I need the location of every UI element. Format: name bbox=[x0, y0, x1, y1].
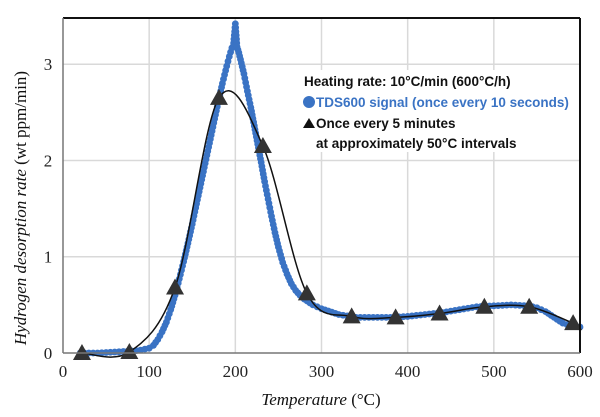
five-minute-sample-triangle bbox=[564, 314, 583, 331]
five-minute-sample-triangle bbox=[253, 137, 272, 154]
y-tick-label: 0 bbox=[44, 344, 53, 363]
x-axis-label: Temperature (°C) bbox=[261, 390, 380, 409]
x-tick-label: 600 bbox=[567, 362, 593, 381]
legend-background bbox=[300, 70, 572, 152]
axes bbox=[62, 17, 581, 354]
five-minute-sample-triangle bbox=[386, 308, 405, 325]
legend-triangle-marker bbox=[303, 118, 315, 128]
x-tick-label: 200 bbox=[223, 362, 249, 381]
legend-series1-label: TDS600 signal (once every 10 seconds) bbox=[316, 95, 569, 110]
five-minute-sample-triangle bbox=[342, 307, 361, 324]
legend-circle-marker bbox=[303, 96, 315, 108]
x-tick-label: 300 bbox=[309, 362, 335, 381]
five-minute-sample-triangle bbox=[520, 297, 539, 314]
five-minute-sample-triangle bbox=[209, 88, 228, 105]
legend-heading: Heating rate: 10°C/min (600°C/h) bbox=[304, 74, 511, 89]
five-minute-sample-triangle bbox=[430, 304, 449, 321]
x-tick-label: 400 bbox=[395, 362, 421, 381]
tick-labels: 0 100 200 300 400 500 600 0 1 2 3 bbox=[44, 55, 593, 381]
legend-series2-label-line2: at approximately 50°C intervals bbox=[316, 136, 516, 151]
legend: Heating rate: 10°C/min (600°C/h) TDS600 … bbox=[300, 70, 572, 152]
series-five-minute-samples bbox=[72, 88, 583, 360]
y-tick-label: 2 bbox=[44, 151, 53, 170]
x-tick-label: 100 bbox=[136, 362, 162, 381]
five-minute-sample-triangle bbox=[120, 343, 139, 360]
legend-series2-label: Once every 5 minutes bbox=[316, 116, 456, 131]
five-minute-sample-triangle bbox=[475, 297, 494, 314]
x-tick-label: 500 bbox=[481, 362, 507, 381]
y-axis-label: Hydrogen desorption rate (wt ppm/min) bbox=[11, 71, 30, 346]
five-minute-sample-triangle bbox=[166, 278, 185, 295]
x-tick-label: 0 bbox=[59, 362, 68, 381]
five-minute-sample-triangle bbox=[297, 284, 316, 301]
y-tick-label: 3 bbox=[44, 55, 53, 74]
five-minute-sample-triangle bbox=[72, 344, 91, 360]
y-tick-label: 1 bbox=[44, 248, 53, 267]
